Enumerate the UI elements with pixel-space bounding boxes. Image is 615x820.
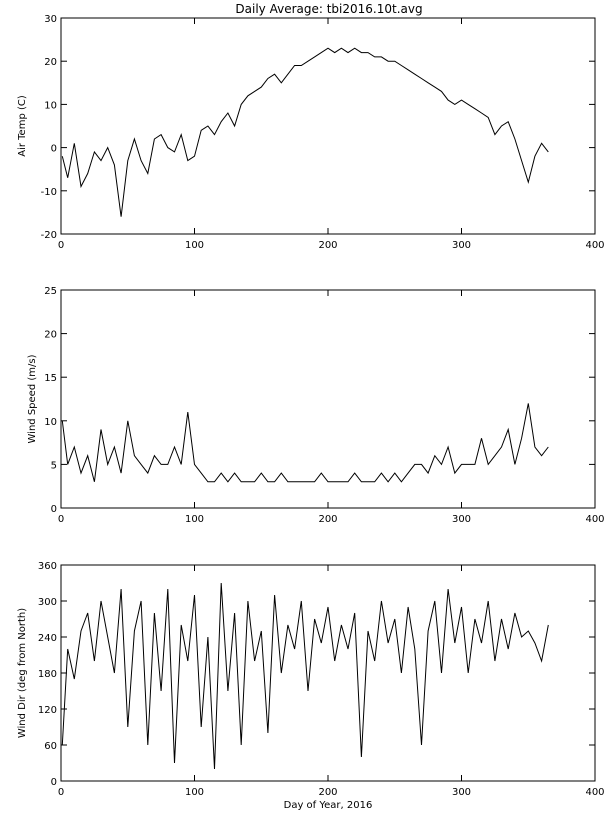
wind-speed-x-tick-label: 100: [185, 514, 204, 525]
wind-speed-panel: 0 100 200 300 400 0 5 10 15 20 25 Wind Speed (m/s…: [27, 286, 605, 525]
air-temp-y-tick-label: -20: [41, 230, 57, 241]
wind-speed-y-tick-label: 5: [51, 460, 57, 471]
air-temp-y-tick-label: 30: [44, 14, 57, 25]
wind-dir-y-tick-label: 360: [38, 561, 57, 572]
figure-title: Daily Average: tbi2016.10t.avg: [235, 2, 422, 16]
wind-dir-panel: 0 100 200 300 400 0 60 120 180 240 300 360 Wind Di…: [17, 561, 605, 811]
wind-dir-series-line: [61, 582, 549, 770]
wind-dir-y-axis-title: Wind Dir (deg from North): [17, 608, 28, 738]
wind-dir-x-axis-title: Day of Year, 2016: [284, 800, 373, 811]
air-temp-series-line: [61, 47, 549, 217]
air-temp-panel: 0 100 200 300 400 -20 -10 0 10 20 30 Air Temp (C): [17, 14, 605, 251]
air-temp-x-ticks: 0 100 200 300 400: [58, 18, 605, 251]
wind-speed-plot-frame: [60, 289, 596, 509]
wind-dir-plot-frame: [60, 564, 596, 782]
air-temp-plot-frame: [60, 17, 596, 235]
wind-speed-y-tick-label: 20: [44, 330, 57, 341]
air-temp-y-tick-label: 20: [44, 57, 57, 68]
wind-speed-y-tick-label: 15: [44, 373, 57, 384]
wind-dir-x-ticks: 0 100 200 300 400: [58, 565, 605, 798]
wind-dir-x-tick-label: 400: [585, 787, 604, 798]
wind-dir-y-tick-label: 0: [51, 777, 57, 788]
wind-dir-y-tick-label: 60: [44, 741, 57, 752]
wind-dir-x-tick-label: 200: [318, 787, 337, 798]
air-temp-y-tick-label: -10: [41, 187, 57, 198]
wind-dir-y-tick-label: 240: [38, 633, 57, 644]
wind-dir-y-tick-label: 180: [38, 669, 57, 680]
wind-speed-y-axis-title: Wind Speed (m/s): [27, 354, 38, 443]
wind-speed-x-tick-label: 400: [585, 514, 604, 525]
wind-dir-series: [61, 582, 549, 770]
wind-speed-x-tick-label: 300: [452, 514, 471, 525]
wind-dir-y-ticks: 0 60 120 180 240 300 360: [38, 561, 595, 788]
wind-dir-x-tick-label: 300: [452, 787, 471, 798]
wind-speed-y-tick-label: 10: [44, 417, 57, 428]
air-temp-x-tick-label: 100: [185, 240, 204, 251]
wind-speed-x-tick-label: 200: [318, 514, 337, 525]
air-temp-x-tick-label: 400: [585, 240, 604, 251]
wind-dir-x-tick-label: 100: [185, 787, 204, 798]
air-temp-x-tick-label: 200: [318, 240, 337, 251]
air-temp-series: [61, 47, 549, 217]
wind-speed-x-ticks: 0 100 200 300 400: [58, 290, 605, 525]
air-temp-y-tick-label: 0: [51, 144, 57, 155]
air-temp-y-axis-title: Air Temp (C): [17, 95, 28, 157]
air-temp-x-tick-label: 300: [452, 240, 471, 251]
air-temp-y-tick-label: 10: [44, 100, 57, 111]
wind-speed-y-ticks: 0 5 10 15 20 25: [44, 286, 595, 515]
wind-speed-series-line: [61, 403, 549, 483]
wind-speed-x-tick-label: 0: [58, 514, 64, 525]
air-temp-y-ticks: -20 -10 0 10 20 30: [41, 14, 595, 241]
wind-speed-series: [61, 403, 549, 483]
wind-speed-y-tick-label: 0: [51, 504, 57, 515]
wind-dir-y-tick-label: 120: [38, 705, 57, 716]
wind-dir-y-tick-label: 300: [38, 597, 57, 608]
air-temp-x-tick-label: 0: [58, 240, 64, 251]
wind-speed-y-tick-label: 25: [44, 286, 57, 297]
wind-dir-x-tick-label: 0: [58, 787, 64, 798]
